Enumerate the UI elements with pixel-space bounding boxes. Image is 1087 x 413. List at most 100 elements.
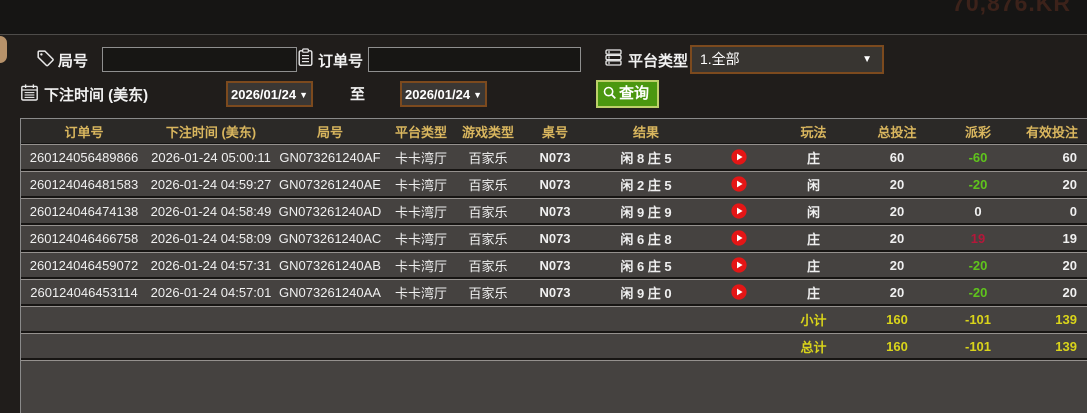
grand-total-total-bet: 160 <box>851 333 943 360</box>
total-bet-cell: 20 <box>851 252 943 279</box>
replay-cell[interactable] <box>701 171 776 198</box>
game-no-label: 局号 <box>58 53 89 70</box>
game-type-cell: 百家乐 <box>457 171 519 198</box>
table-no-cell: N073 <box>519 198 591 225</box>
replay-cell[interactable] <box>701 279 776 306</box>
side-tab-handle[interactable] <box>0 36 7 63</box>
payout-cell: -20 <box>943 171 1013 198</box>
replay-cell[interactable] <box>701 144 776 171</box>
table-row: 260124046466758 2026-01-24 04:58:09 GN07… <box>21 225 1087 252</box>
table-row: 260124046459072 2026-01-24 04:57:31 GN07… <box>21 252 1087 279</box>
replay-play-icon[interactable] <box>730 284 747 300</box>
replay-cell[interactable] <box>701 198 776 225</box>
payout-cell: 0 <box>943 198 1013 225</box>
order-cell: 260124046466758 <box>21 225 147 252</box>
total-bet-cell: 20 <box>851 171 943 198</box>
date-to-picker[interactable]: 2026/01/24 ▼ <box>400 81 487 107</box>
table-row: 260124046453114 2026-01-24 04:57:01 GN07… <box>21 279 1087 306</box>
col-bet-time: 下注时间 (美东) <box>147 119 275 144</box>
col-result: 结果 <box>591 119 701 144</box>
date-to-value: 2026/01/24 <box>405 87 471 102</box>
col-game-type: 游戏类型 <box>457 119 519 144</box>
subtotal-row: 小计 160 -101 139 <box>21 306 1087 333</box>
game-no-input[interactable] <box>102 47 297 72</box>
valid-bet-cell: 19 <box>1013 225 1087 252</box>
result-cell: 闲 2 庄 5 <box>591 171 701 198</box>
subtotal-payout: -101 <box>943 306 1013 333</box>
valid-bet-cell: 0 <box>1013 198 1087 225</box>
total-bet-cell: 20 <box>851 225 943 252</box>
valid-bet-cell: 20 <box>1013 279 1087 306</box>
chevron-down-icon: ▼ <box>473 90 482 100</box>
valid-bet-cell: 60 <box>1013 144 1087 171</box>
table-row: 260124056489866 2026-01-24 05:00:11 GN07… <box>21 144 1087 171</box>
replay-play-icon[interactable] <box>730 176 747 192</box>
col-play-type: 玩法 <box>776 119 851 144</box>
result-cell: 闲 6 庄 8 <box>591 225 701 252</box>
platform-cell: 卡卡湾厅 <box>385 252 457 279</box>
game-type-cell: 百家乐 <box>457 225 519 252</box>
time-cell: 2026-01-24 04:58:09 <box>147 225 275 252</box>
replay-play-icon[interactable] <box>730 230 747 246</box>
order-no-input[interactable] <box>368 47 581 72</box>
query-button-label: 查询 <box>619 85 650 102</box>
bet-records-table: 订单号 下注时间 (美东) 局号 平台类型 游戏类型 桌号 结果 玩法 总投注 … <box>20 118 1087 413</box>
total-bet-cell: 60 <box>851 144 943 171</box>
replay-play-icon[interactable] <box>730 149 747 165</box>
time-cell: 2026-01-24 04:57:01 <box>147 279 275 306</box>
platform-list-icon <box>604 48 623 67</box>
play-type-cell: 闲 <box>776 198 851 225</box>
date-from-picker[interactable]: 2026/01/24 ▼ <box>226 81 313 107</box>
subtotal-total-bet: 160 <box>851 306 943 333</box>
col-valid-bet: 有效投注 <box>1013 119 1087 144</box>
order-cell: 260124046459072 <box>21 252 147 279</box>
platform-type-value: 1.全部 <box>700 51 740 67</box>
col-order-no: 订单号 <box>21 119 147 144</box>
replay-cell[interactable] <box>701 252 776 279</box>
grand-total-row: 总计 160 -101 139 <box>21 333 1087 360</box>
game-type-cell: 百家乐 <box>457 252 519 279</box>
replay-cell[interactable] <box>701 225 776 252</box>
payout-cell: -20 <box>943 279 1013 306</box>
table-header-row: 订单号 下注时间 (美东) 局号 平台类型 游戏类型 桌号 结果 玩法 总投注 … <box>21 119 1087 144</box>
valid-bet-cell: 20 <box>1013 252 1087 279</box>
result-cell: 闲 9 庄 9 <box>591 198 701 225</box>
table-row: 260124046474138 2026-01-24 04:58:49 GN07… <box>21 198 1087 225</box>
table-no-cell: N073 <box>519 279 591 306</box>
order-cell: 260124046474138 <box>21 198 147 225</box>
col-total-bet: 总投注 <box>851 119 943 144</box>
grand-total-label: 总计 <box>776 333 851 360</box>
payout-cell: 19 <box>943 225 1013 252</box>
platform-cell: 卡卡湾厅 <box>385 144 457 171</box>
grand-total-payout: -101 <box>943 333 1013 360</box>
query-button[interactable]: 查询 <box>596 80 660 108</box>
result-cell: 闲 8 庄 5 <box>591 144 701 171</box>
play-type-cell: 庄 <box>776 225 851 252</box>
game-type-cell: 百家乐 <box>457 198 519 225</box>
table-bottom-divider <box>21 360 1087 361</box>
table-no-cell: N073 <box>519 225 591 252</box>
platform-type-select[interactable]: 1.全部 ▼ <box>690 45 884 74</box>
play-type-cell: 庄 <box>776 252 851 279</box>
valid-bet-cell: 20 <box>1013 171 1087 198</box>
replay-play-icon[interactable] <box>730 257 747 273</box>
game-no-cell: GN073261240AD <box>275 198 385 225</box>
subtotal-label: 小计 <box>776 306 851 333</box>
empty-cell <box>21 333 776 360</box>
order-cell: 260124046453114 <box>21 279 147 306</box>
col-replay <box>701 119 776 144</box>
date-range-to-label: 至 <box>350 86 366 103</box>
bet-time-label: 下注时间 (美东) <box>44 87 149 104</box>
time-cell: 2026-01-24 04:57:31 <box>147 252 275 279</box>
game-no-cell: GN073261240AE <box>275 171 385 198</box>
order-cell: 260124056489866 <box>21 144 147 171</box>
replay-play-icon[interactable] <box>730 203 747 219</box>
table-row: 260124046481583 2026-01-24 04:59:27 GN07… <box>21 171 1087 198</box>
play-type-cell: 闲 <box>776 171 851 198</box>
chevron-down-icon: ▼ <box>862 54 872 65</box>
game-no-cell: GN073261240AB <box>275 252 385 279</box>
table-no-cell: N073 <box>519 171 591 198</box>
play-type-cell: 庄 <box>776 279 851 306</box>
play-type-cell: 庄 <box>776 144 851 171</box>
game-no-cell: GN073261240AA <box>275 279 385 306</box>
